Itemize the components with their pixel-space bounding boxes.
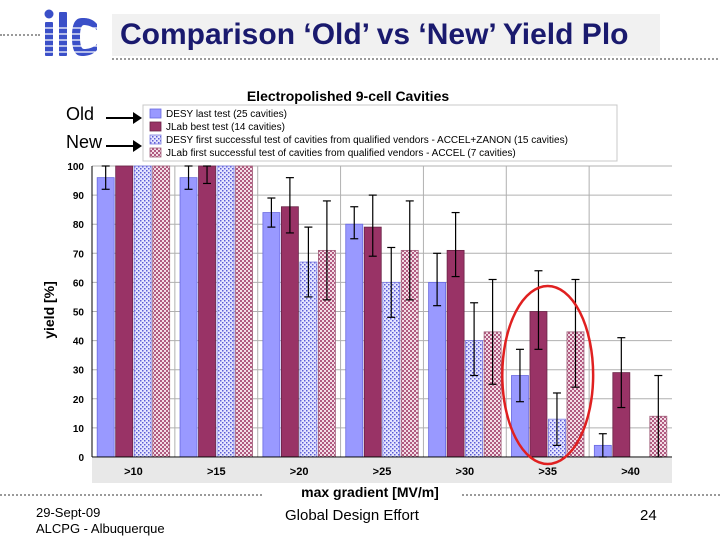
y-tick-label: 90 xyxy=(73,191,85,202)
title-dotted-underline xyxy=(112,58,718,60)
legend-swatch-2 xyxy=(149,121,162,132)
x-tick-label-3: >25 xyxy=(373,466,392,478)
legend-label-1: DESY last test (25 cavities) xyxy=(166,109,287,120)
bar-2-0 xyxy=(115,165,134,458)
bar-2-4 xyxy=(446,249,465,458)
x-tick-label-0: >10 xyxy=(124,466,143,478)
y-tick-label: 20 xyxy=(73,395,85,406)
bar-2-1 xyxy=(198,165,216,458)
footer-date: 29-Sept-09 xyxy=(36,505,101,520)
ilc-logo xyxy=(40,9,100,56)
y-tick-label: 10 xyxy=(73,424,85,435)
y-tick-label: 70 xyxy=(73,249,85,260)
slide-title: Comparison ‘Old’ vs ‘New’ Yield Plo xyxy=(120,18,629,51)
legend: DESY last test (25 cavities) JLab best te… xyxy=(149,108,568,159)
bar-1-2 xyxy=(262,212,281,458)
x-tick-label-4: >30 xyxy=(456,466,475,478)
y-axis-label: yield [%] xyxy=(41,281,57,339)
y-tick-label: 80 xyxy=(73,220,85,231)
bar-2-2 xyxy=(280,206,299,458)
x-tick-label-2: >20 xyxy=(290,466,309,478)
chart-title: Electropolished 9-cell Cavities xyxy=(247,88,450,104)
legend-swatch-4 xyxy=(149,147,162,158)
bar-1-3 xyxy=(345,223,364,458)
bar-4-1 xyxy=(235,165,253,458)
footer-dotted-line-right xyxy=(462,494,720,496)
header-dotted-line-left xyxy=(0,34,40,36)
bar-2-3 xyxy=(363,226,382,458)
bar-4-0 xyxy=(152,165,171,458)
page-number: 24 xyxy=(640,507,657,524)
y-tick-label: 30 xyxy=(73,366,85,377)
legend-swatch-1 xyxy=(149,108,162,119)
y-tick-label: 100 xyxy=(67,162,84,173)
footer-meta: 29-Sept-09 ALCPG - Albuquerque xyxy=(36,505,165,537)
category-band xyxy=(92,458,672,483)
plot-area: 0 10 20 30 40 50 60 70 80 90 100 >10 >15 >20 >25 >30 >35… xyxy=(67,162,672,483)
old-arrow-icon xyxy=(106,112,142,124)
bar-3-0 xyxy=(133,165,152,458)
legend-label-3: DESY first successful test of cavities f… xyxy=(166,135,568,146)
bar-1-1 xyxy=(179,177,198,458)
y-tick-label: 60 xyxy=(73,278,85,289)
footer-organization: Global Design Effort xyxy=(285,507,419,524)
legend-label-4: JLab first successful test of cavities f… xyxy=(166,148,516,159)
x-tick-label-1: >15 xyxy=(207,466,226,478)
bar-1-0 xyxy=(96,177,115,458)
bar-1-4 xyxy=(428,281,447,458)
bar-3-1 xyxy=(216,165,235,458)
x-tick-label-5: >35 xyxy=(538,466,557,478)
legend-swatch-3 xyxy=(149,134,162,145)
legend-box xyxy=(142,104,618,162)
y-tick-label: 0 xyxy=(78,453,84,464)
footer-dotted-line-left xyxy=(0,494,262,496)
title-background xyxy=(112,14,660,56)
legend-label-2: JLab best test (14 cavities) xyxy=(166,122,285,133)
new-label: New xyxy=(66,132,103,152)
x-tick-label-6: >40 xyxy=(621,466,640,478)
new-arrow-icon xyxy=(106,140,142,152)
footer-location: ALCPG - Albuquerque xyxy=(36,521,165,536)
y-tick-label: 50 xyxy=(73,308,85,319)
x-axis-label: max gradient [MV/m] xyxy=(301,484,439,500)
old-label: Old xyxy=(66,104,95,124)
y-tick-label: 40 xyxy=(73,337,85,348)
highlight-ellipse xyxy=(501,284,595,466)
